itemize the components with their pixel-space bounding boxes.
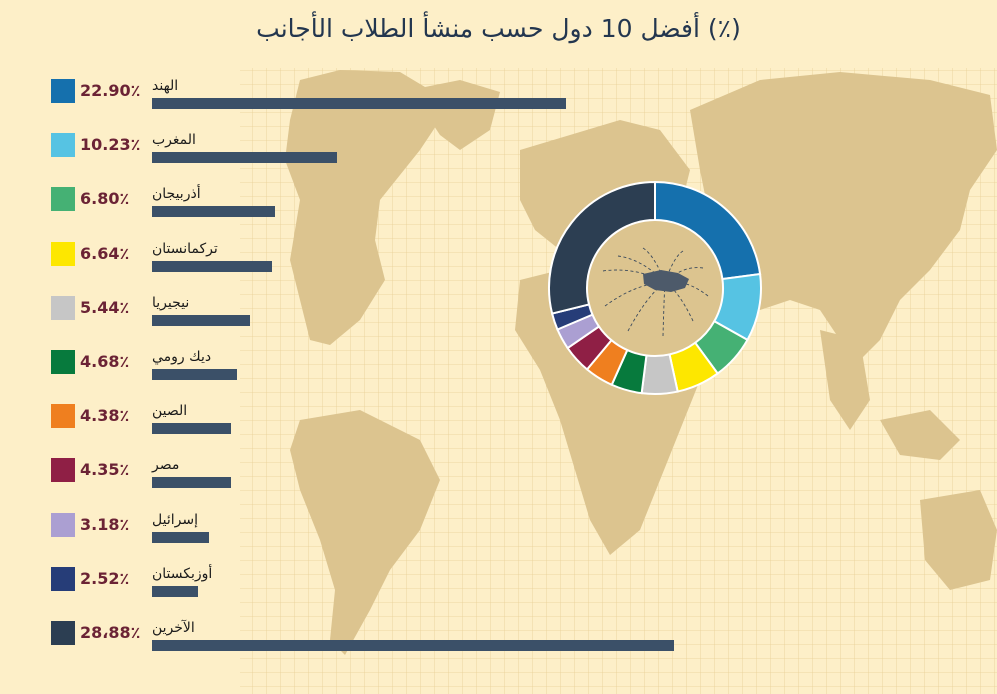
bar-value-label: 4.35٪ [80,460,130,480]
bar-value-label: 22.90٪ [80,81,141,100]
bar-value-label: 5.44٪ [80,297,130,317]
legend-swatch [51,133,75,158]
legend-swatch [51,241,75,266]
legend-swatch [51,187,75,212]
bar [152,477,231,489]
bar-category-label: أذربيجان [152,186,201,203]
bar [152,98,566,109]
bar [152,314,251,326]
bar-row: 4.38٪ الصين [0,403,997,458]
bar-row: 4.68٪ ديك رومي [0,349,997,404]
bar-category-label: ديك رومي [152,349,212,365]
bar-category-label: تركمانستان [152,240,218,257]
bar-value-label: 6.64٪ [80,243,130,263]
bar-category-label: إسرائيل [152,511,198,528]
bar-value-label: 28،88٪ [80,623,141,642]
bar [152,423,232,435]
bar [152,585,198,597]
bar-category-label: أوزبكستان [152,565,213,582]
bar [152,369,237,380]
bar-category-label: الصين [152,403,188,420]
bar-row: 6.64٪ تركمانستان [0,240,997,296]
bar-row: 10.23٪ المغرب [0,132,997,187]
bar-category-label: الهند [152,78,179,94]
donut-chart [548,180,762,395]
bar-row: 5.44٪ نيجيريا [0,294,997,350]
bar [152,260,272,272]
bar [152,640,674,651]
bar [152,531,210,543]
bar-value-label: 6.80٪ [80,189,130,209]
legend-swatch [51,621,75,645]
bar-value-label: 4.68٪ [80,352,130,371]
bar-category-label: مصر [152,457,180,474]
legend-swatch [51,295,75,320]
legend-swatch [51,566,75,591]
bar-category-label: المغرب [152,132,196,149]
bar-row: 22.90٪ الهند [0,78,997,133]
bar-row: 4.35٪ مصر [0,457,997,512]
bar-row: 6.80٪ أذربيجان [0,186,997,241]
bar-category-label: نيجيريا [152,294,190,311]
legend-swatch [51,512,75,537]
bar-row: 2.52٪ أوزبكستان [0,565,997,621]
bar-value-label: 2.52٪ [80,568,130,588]
bar-value-label: 10.23٪ [80,135,141,155]
bar [152,152,337,164]
legend-swatch [51,404,75,429]
legend-swatch [51,350,75,374]
bar [152,206,275,218]
donut-slice [548,180,656,315]
bar-category-label: الآخرين [152,620,195,636]
legend-swatch [51,458,75,483]
bar-row: 28،88٪ الآخرين [0,620,997,675]
bar-row: 3.18٪ إسرائيل [0,511,997,567]
bar-value-label: 3.18٪ [80,514,130,534]
legend-swatch [51,79,75,103]
bar-value-label: 4.38٪ [80,406,130,426]
chart-title: (٪) أفضل 10 دول حسب منشأ الطلاب الأجانب [256,14,741,43]
highlighted-country-shape [643,270,689,292]
